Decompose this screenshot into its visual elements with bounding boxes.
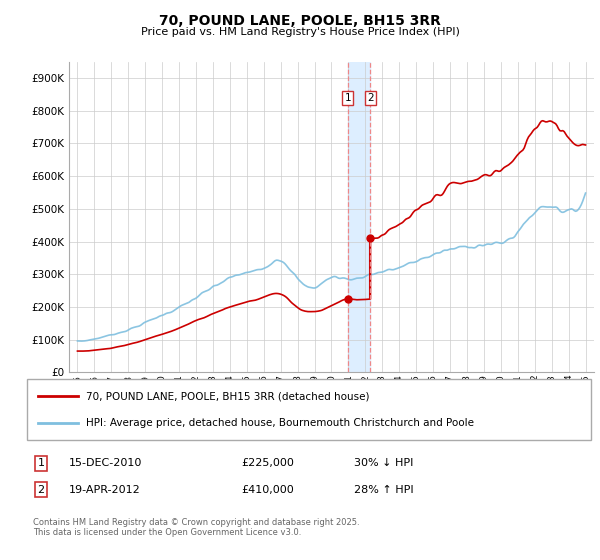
Bar xyxy=(348,62,370,372)
Text: 2: 2 xyxy=(38,484,44,494)
Text: 1: 1 xyxy=(38,458,44,468)
Text: £225,000: £225,000 xyxy=(241,458,294,468)
Text: £410,000: £410,000 xyxy=(241,484,294,494)
FancyBboxPatch shape xyxy=(27,379,591,440)
Text: 70, POUND LANE, POOLE, BH15 3RR: 70, POUND LANE, POOLE, BH15 3RR xyxy=(159,14,441,28)
Text: 70, POUND LANE, POOLE, BH15 3RR (detached house): 70, POUND LANE, POOLE, BH15 3RR (detache… xyxy=(86,391,370,401)
Text: Contains HM Land Registry data © Crown copyright and database right 2025.
This d: Contains HM Land Registry data © Crown c… xyxy=(32,517,359,537)
Text: 15-DEC-2010: 15-DEC-2010 xyxy=(70,458,143,468)
Text: 28% ↑ HPI: 28% ↑ HPI xyxy=(354,484,414,494)
Text: Price paid vs. HM Land Registry's House Price Index (HPI): Price paid vs. HM Land Registry's House … xyxy=(140,27,460,38)
Text: 2: 2 xyxy=(367,92,374,102)
Text: 30% ↓ HPI: 30% ↓ HPI xyxy=(354,458,413,468)
Text: 19-APR-2012: 19-APR-2012 xyxy=(70,484,141,494)
Text: 1: 1 xyxy=(344,92,351,102)
Text: HPI: Average price, detached house, Bournemouth Christchurch and Poole: HPI: Average price, detached house, Bour… xyxy=(86,418,474,428)
